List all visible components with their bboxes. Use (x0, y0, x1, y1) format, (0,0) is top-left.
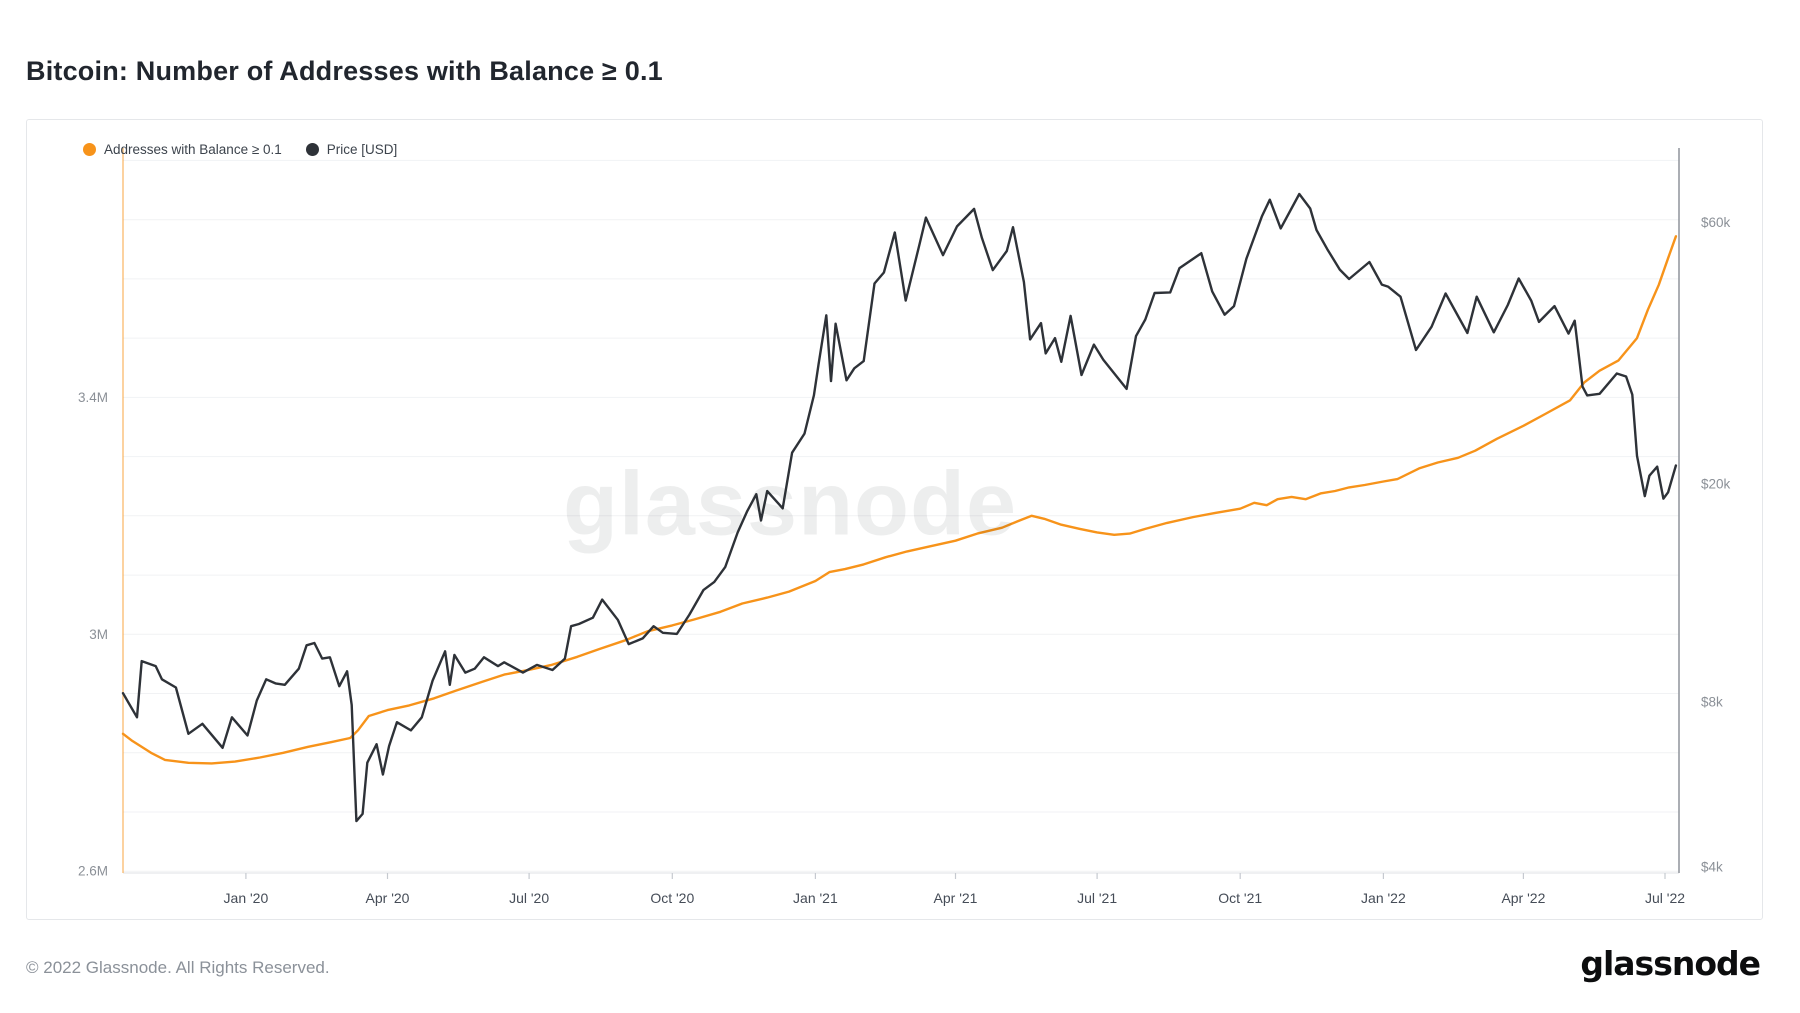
x-tick-label: Jan '22 (1361, 890, 1406, 906)
copyright-text: © 2022 Glassnode. All Rights Reserved. (26, 958, 330, 977)
chart-card: Jan '20 Apr '20 Jul '20 Oct '20 Jan '21 Apr '… (26, 119, 1763, 920)
y-left-tick-label: 3M (89, 627, 108, 642)
x-tick-label: Jul '22 (1645, 890, 1685, 906)
series-line-addresses (121, 235, 1678, 765)
chart-legend: Addresses with Balance ≥ 0.1 Price [USD] (83, 142, 397, 157)
x-tick-label: Jul '21 (1077, 890, 1117, 906)
y-left-tick-label: 2.6M (78, 864, 108, 879)
x-tick-label: Oct '21 (1218, 890, 1262, 906)
x-tick-label: Oct '20 (650, 890, 694, 906)
legend-label: Price [USD] (326, 142, 398, 157)
series-line-price (121, 192, 1678, 823)
y-right-tick-label: $60k (1701, 215, 1731, 230)
x-tick-label: Jan '20 (224, 890, 269, 906)
x-tick-label: Apr '21 (934, 890, 978, 906)
legend-dot-icon (83, 143, 96, 156)
legend-dot-icon (305, 143, 319, 156)
legend-item: Addresses with Balance ≥ 0.1 (83, 142, 282, 157)
x-tick-label: Jul '20 (509, 890, 549, 906)
chart-plot: Jan '20 Apr '20 Jul '20 Oct '20 Jan '21 Apr '… (78, 148, 1731, 906)
x-tick-label: Apr '22 (1501, 890, 1545, 906)
x-tick-label: Jan '21 (793, 890, 838, 906)
y-left-tick-label: 3.4M (78, 390, 108, 405)
legend-label: Addresses with Balance ≥ 0.1 (104, 142, 282, 157)
x-tick-label: Apr '20 (366, 890, 410, 906)
glassnode-logo: glassnode (1580, 944, 1761, 983)
legend-item: Price [USD] (305, 142, 398, 157)
y-right-tick-label: $4k (1701, 860, 1723, 875)
page-title: Bitcoin: Number of Addresses with Balanc… (26, 56, 663, 87)
y-right-tick-label: $8k (1701, 695, 1723, 710)
y-right-tick-label: $20k (1701, 476, 1731, 491)
